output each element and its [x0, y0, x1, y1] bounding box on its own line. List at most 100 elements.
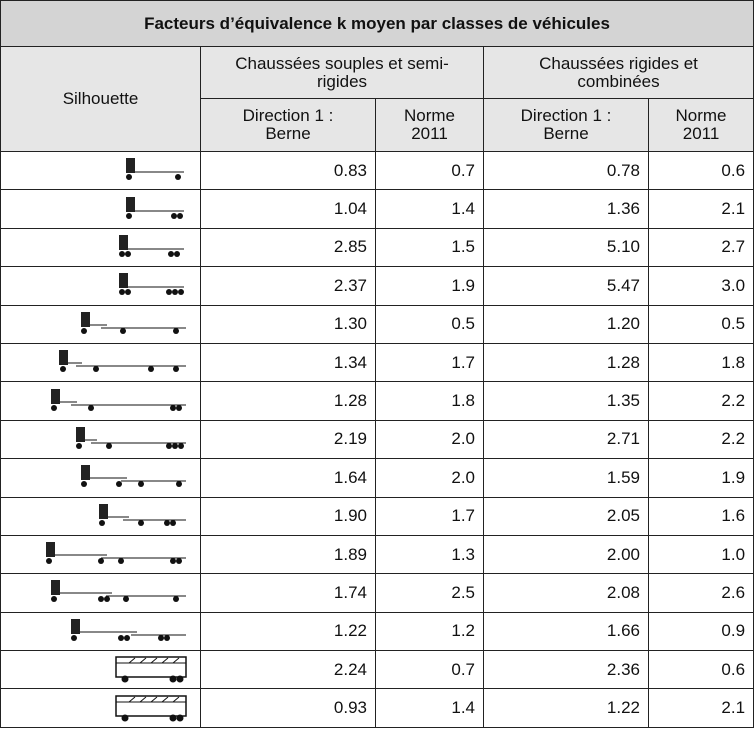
silhouette-cell: [0, 573, 201, 613]
sub-header: Direction 1 : Berne: [242, 106, 334, 143]
value-cell: 1.8: [375, 381, 484, 421]
value-cell: 1.7: [375, 496, 484, 536]
silhouette-cell: [0, 342, 201, 383]
silhouette-cell: [0, 688, 201, 728]
value-cell: 2.2: [647, 381, 754, 421]
value-cell: 1.4: [375, 688, 484, 728]
table-row: 1.90 1.7 2.05 1.6: [0, 496, 754, 536]
vehicle-icon: [119, 273, 184, 296]
silhouette-cell: [0, 650, 201, 690]
silhouette-cell: [0, 496, 201, 536]
value-cell: 2.5: [375, 573, 484, 613]
vehicle-icon: [126, 196, 184, 219]
value-cell: 5.10: [483, 227, 649, 268]
value-cell: 2.1: [647, 688, 754, 728]
value-cell: 2.71: [483, 419, 649, 460]
value-cell: 1.35: [483, 381, 649, 421]
table-row: 1.28 1.8 1.35 2.2: [0, 381, 754, 421]
table-row: 0.93 1.4 1.22 2.1: [0, 688, 754, 728]
value-cell: 0.5: [647, 304, 754, 344]
vehicle-icon: [59, 350, 186, 373]
value-cell: 0.5: [375, 304, 484, 344]
group-header: Chaussées rigides et combinées: [539, 53, 698, 91]
value-cell: 1.74: [200, 573, 376, 613]
value-cell: 2.00: [483, 534, 649, 575]
header-silhouette: Silhouette: [0, 46, 201, 152]
value-cell: 1.2: [375, 611, 484, 652]
value-cell: 1.28: [483, 342, 649, 383]
value-cell: 1.5: [375, 227, 484, 268]
value-cell: 2.7: [647, 227, 754, 268]
table-row: 1.74 2.5 2.08 2.6: [0, 573, 754, 613]
value-cell: 1.89: [200, 534, 376, 575]
value-cell: 0.93: [200, 688, 376, 728]
sub-header: Norme 2011: [403, 106, 455, 143]
value-cell: 1.22: [200, 611, 376, 652]
sub-header: Norme 2011: [675, 106, 727, 143]
value-cell: 0.7: [375, 650, 484, 690]
value-cell: 3.0: [647, 266, 754, 306]
table-row: 2.19 2.0 2.71 2.2: [0, 419, 754, 460]
value-cell: 0.78: [483, 150, 649, 191]
silhouette-cell: [0, 150, 201, 191]
vehicle-icon: [81, 465, 186, 488]
vehicle-icon: [115, 656, 187, 683]
vehicle-icon: [126, 158, 184, 181]
vehicle-icon: [71, 618, 186, 641]
value-cell: 1.9: [375, 266, 484, 306]
table-row: 2.85 1.5 5.10 2.7: [0, 227, 754, 268]
value-cell: 2.85: [200, 227, 376, 268]
value-cell: 0.7: [375, 150, 484, 191]
value-cell: 2.05: [483, 496, 649, 536]
vehicle-icon: [115, 694, 187, 722]
value-cell: 2.1: [647, 189, 754, 229]
sub-header: Direction 1 : Berne: [520, 106, 612, 143]
table-row: 0.83 0.7 0.78 0.6: [0, 150, 754, 191]
table-title: Facteurs d’équivalence k moyen par class…: [0, 0, 754, 47]
vehicle-icon: [46, 542, 186, 565]
value-cell: 1.66: [483, 611, 649, 652]
value-cell: 0.83: [200, 150, 376, 191]
silhouette-cell: [0, 266, 201, 306]
group-header: Chaussées souples et semi-rigides: [235, 53, 449, 91]
silhouette-cell: [0, 189, 201, 229]
value-cell: 1.9: [647, 458, 754, 498]
table-row: 1.04 1.4 1.36 2.1: [0, 189, 754, 229]
value-cell: 2.36: [483, 650, 649, 690]
table-body: 0.83 0.7 0.78 0.6 1.04 1.4 1.36 2.1 2.85 1.5 5.10 2…: [0, 150, 754, 728]
silhouette-cell: [0, 534, 201, 575]
value-cell: 2.0: [375, 419, 484, 460]
vehicle-icon: [99, 503, 186, 526]
silhouette-cell: [0, 419, 201, 460]
value-cell: 1.28: [200, 381, 376, 421]
table-row: 1.30 0.5 1.20 0.5: [0, 304, 754, 344]
value-cell: 2.6: [647, 573, 754, 613]
value-cell: 0.6: [647, 650, 754, 690]
value-cell: 1.64: [200, 458, 376, 498]
vehicle-icon: [119, 234, 184, 257]
table-row: 2.37 1.9 5.47 3.0: [0, 266, 754, 306]
table-row: 2.24 0.7 2.36 0.6: [0, 650, 754, 690]
value-cell: 1.30: [200, 304, 376, 344]
value-cell: 1.0: [647, 534, 754, 575]
value-cell: 1.7: [375, 342, 484, 383]
table-row: 1.64 2.0 1.59 1.9: [0, 458, 754, 498]
vehicle-icon: [76, 426, 186, 449]
table-row: 1.22 1.2 1.66 0.9: [0, 611, 754, 652]
silhouette-cell: [0, 458, 201, 498]
value-cell: 2.08: [483, 573, 649, 613]
value-cell: 2.24: [200, 650, 376, 690]
value-cell: 0.9: [647, 611, 754, 652]
silhouette-cell: [0, 227, 201, 268]
table-row: 1.89 1.3 2.00 1.0: [0, 534, 754, 575]
value-cell: 2.0: [375, 458, 484, 498]
silhouette-cell: [0, 611, 201, 652]
value-cell: 1.90: [200, 496, 376, 536]
value-cell: 2.37: [200, 266, 376, 306]
table-row: 1.34 1.7 1.28 1.8: [0, 342, 754, 383]
value-cell: 1.3: [375, 534, 484, 575]
value-cell: 5.47: [483, 266, 649, 306]
value-cell: 2.19: [200, 419, 376, 460]
value-cell: 0.6: [647, 150, 754, 191]
